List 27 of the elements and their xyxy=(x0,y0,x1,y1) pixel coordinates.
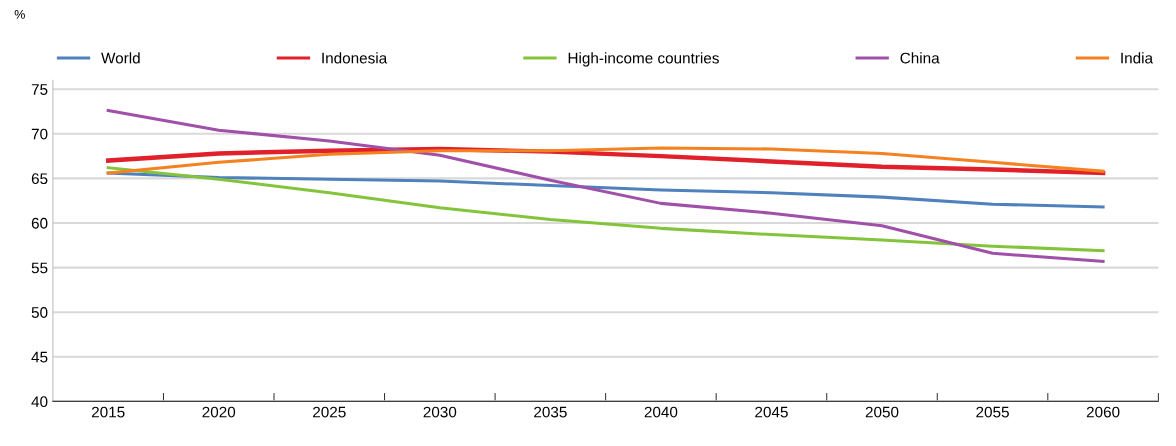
y-tick-label: 65 xyxy=(31,173,48,185)
x-tick-label: 2025 xyxy=(313,406,346,418)
y-axis-title: % xyxy=(14,10,25,19)
legend-label: High-income countries xyxy=(568,52,719,67)
legend-label: India xyxy=(1121,52,1154,64)
x-tick-label: 2060 xyxy=(1086,406,1120,418)
legend-label: World xyxy=(101,52,140,64)
line-series xyxy=(106,109,1105,263)
line-series xyxy=(106,166,1105,253)
x-tick-label: 2040 xyxy=(644,406,678,418)
y-tick-label: 55 xyxy=(31,262,48,274)
x-tick-label: 2015 xyxy=(91,406,125,418)
legend-label: Indonesia xyxy=(322,52,388,64)
y-tick-label: 50 xyxy=(31,307,48,318)
x-tick-label: 2035 xyxy=(534,406,567,418)
y-tick-label: 75 xyxy=(31,84,48,95)
y-tick-label: 40 xyxy=(31,396,48,408)
y-tick-label: 45 xyxy=(31,351,48,363)
y-tick-label: 70 xyxy=(31,128,48,140)
x-tick-label: 2020 xyxy=(202,406,236,418)
x-tick-label: 2055 xyxy=(976,406,1009,418)
x-tick-label: 2030 xyxy=(423,406,457,418)
x-tick-label: 2050 xyxy=(865,406,899,418)
legend-label: China xyxy=(900,52,940,64)
line-series xyxy=(106,171,1105,209)
y-tick-label: 60 xyxy=(31,217,48,229)
x-tick-label: 2045 xyxy=(755,406,788,418)
